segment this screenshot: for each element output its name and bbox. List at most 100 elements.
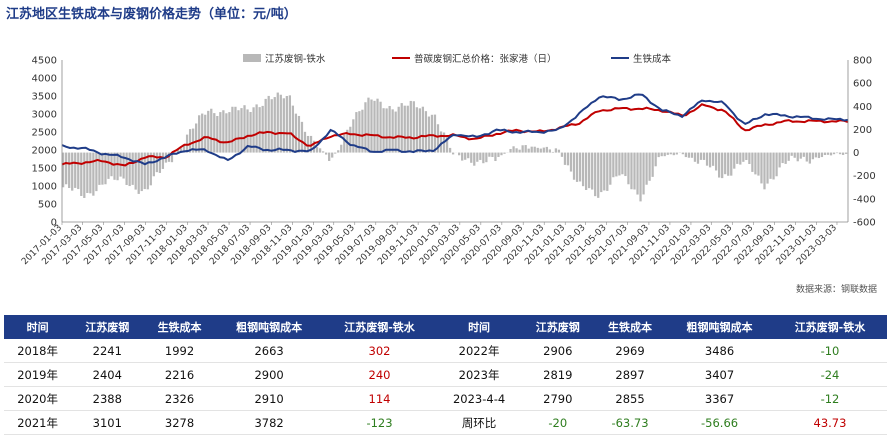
table-cell: 2819 [522, 363, 594, 387]
spread-bar [785, 153, 787, 164]
spread-bar [664, 153, 666, 157]
spread-bar [295, 114, 297, 153]
spread-bar [392, 109, 394, 152]
table-cell: 2022年 [437, 339, 522, 363]
spread-bar [292, 106, 294, 153]
spread-bar [467, 153, 469, 159]
table-cell: 43.73 [773, 411, 887, 435]
spread-bar [98, 153, 100, 185]
spread-bar [751, 153, 753, 172]
table-cell: -56.66 [666, 411, 773, 435]
table-cell: 2663 [216, 339, 323, 363]
table-header-cell: 江苏废钢 [522, 315, 594, 339]
spread-bar [621, 153, 623, 175]
table-cell: 2216 [143, 363, 215, 387]
spread-bar [162, 153, 164, 169]
spread-bar [416, 107, 418, 152]
spread-bar [561, 153, 563, 157]
spread-bar [379, 102, 381, 153]
spread-bar [322, 151, 324, 152]
spread-bar [116, 153, 118, 181]
spread-bar [74, 153, 76, 188]
table-cell: 2326 [143, 387, 215, 411]
spread-bar [89, 153, 91, 194]
spread-bar [485, 153, 487, 163]
spread-bar [573, 153, 575, 180]
spread-bar [757, 153, 759, 176]
spread-bar [398, 107, 400, 153]
legend-label: 生铁成本 [633, 53, 672, 65]
spread-bar [766, 153, 768, 184]
spread-bar [491, 153, 493, 157]
spread-bar [385, 108, 387, 152]
spread-bar [585, 153, 587, 190]
spread-bar [694, 153, 696, 162]
spread-bar [150, 153, 152, 186]
spread-bar [95, 153, 97, 192]
spread-bar [271, 99, 273, 152]
spread-bar [268, 96, 270, 153]
spread-bar [579, 153, 581, 182]
left-tick-label: 3000 [32, 110, 57, 121]
spread-bar [612, 153, 614, 178]
spread-bar [207, 111, 209, 153]
spread-bar [473, 153, 475, 166]
spread-bar [68, 153, 70, 188]
spread-bar [721, 153, 723, 179]
spread-bar [700, 153, 702, 160]
spread-bar [434, 115, 436, 153]
spread-bar [198, 115, 200, 152]
spread-bar [809, 153, 811, 164]
spread-bar [243, 105, 245, 152]
spread-bar [479, 153, 481, 160]
spread-bar [509, 149, 511, 153]
spread-bar [461, 153, 463, 161]
spread-bar [633, 153, 635, 190]
table-cell: 240 [323, 363, 437, 387]
spread-bar [676, 153, 678, 155]
spread-bar [655, 153, 657, 167]
spread-bar [500, 153, 502, 156]
spread-bar [228, 112, 230, 152]
spread-bar [364, 102, 366, 152]
spread-bar [234, 107, 236, 153]
spread-bar [688, 153, 690, 158]
spread-bar [594, 153, 596, 197]
spread-bar [748, 153, 750, 164]
spread-bar [772, 153, 774, 180]
spread-bar [815, 153, 817, 158]
right-tick-label: -600 [853, 218, 876, 229]
table-cell: -63.73 [594, 411, 666, 435]
right-tick-label: 600 [853, 79, 872, 90]
spread-bar [803, 153, 805, 157]
spread-bar [769, 153, 771, 179]
spread-bar [691, 153, 693, 158]
spread-bar [642, 153, 644, 195]
spread-bar [515, 148, 517, 152]
table-cell: -10 [773, 339, 887, 363]
table-cell: 2855 [594, 387, 666, 411]
left-tick-label: 4500 [32, 56, 57, 67]
spread-bar [685, 153, 687, 157]
spread-bar [422, 107, 424, 153]
spread-bar [382, 108, 384, 152]
cost-summary-table: 时间江苏废钢生铁成本粗钢吨钢成本江苏废钢-铁水时间江苏废钢生铁成本粗钢吨钢成本江… [4, 315, 887, 435]
spread-bar [525, 145, 527, 153]
table-cell: 2023-4-4 [437, 387, 522, 411]
spread-bar [92, 153, 94, 196]
spread-bar [609, 153, 611, 185]
spread-bar [328, 153, 330, 161]
spread-bar [147, 153, 149, 190]
spread-bar [334, 153, 336, 154]
spread-bar [778, 153, 780, 168]
spread-bar [760, 153, 762, 184]
spread-bar [470, 153, 472, 163]
spread-bar [763, 153, 765, 190]
spread-bar [715, 153, 717, 171]
spread-bar [528, 149, 530, 153]
right-tick-label: -200 [853, 171, 876, 182]
spread-bar [806, 153, 808, 162]
spread-bar [582, 153, 584, 187]
table-cell: 3486 [666, 339, 773, 363]
table-cell: -12 [773, 387, 887, 411]
